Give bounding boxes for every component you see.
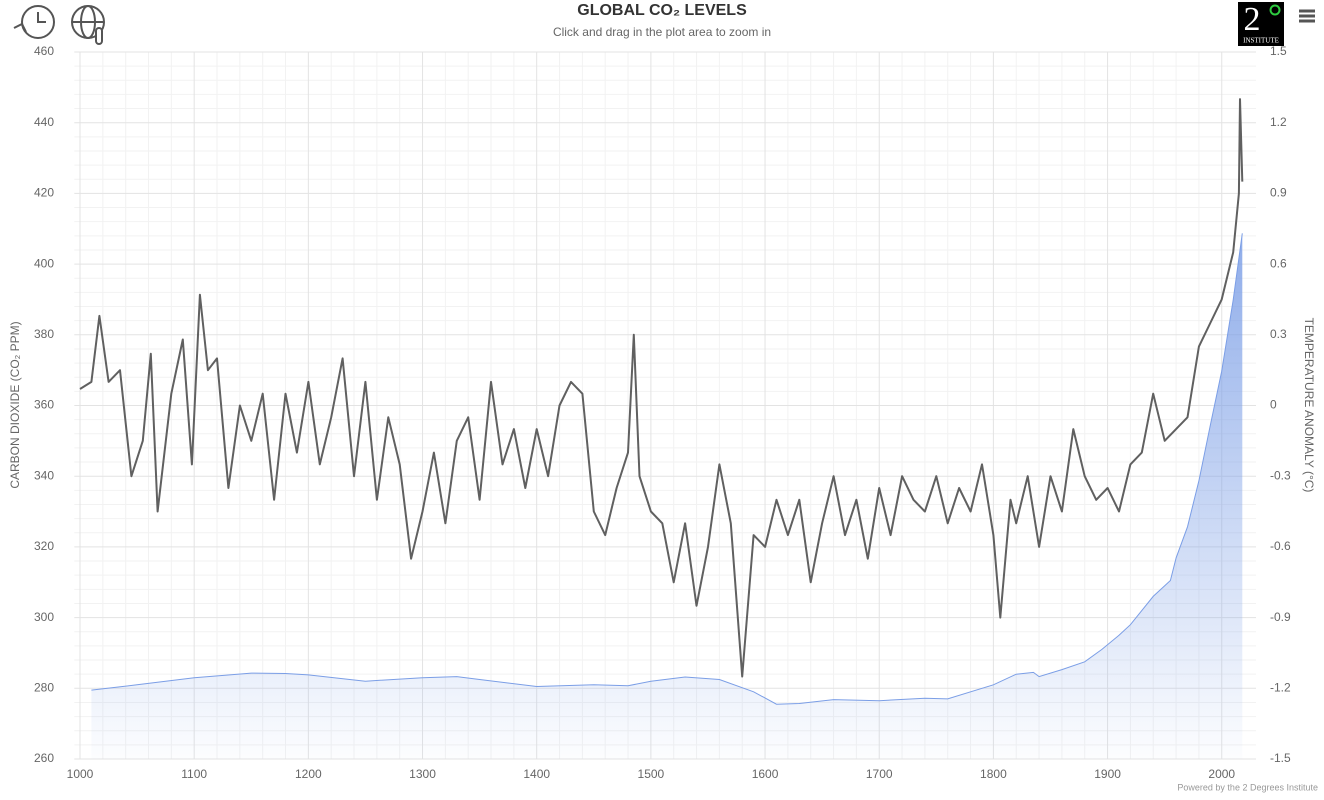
y-tick-label: 280 — [34, 680, 54, 694]
y-tick-label: 440 — [34, 115, 54, 129]
y-axis-title: CARBON DIOXIDE (CO₂ PPM) — [8, 321, 22, 488]
y2-tick-label: -1.5 — [1270, 751, 1291, 765]
logo[interactable]: 2 INSTITUTE — [1238, 1, 1284, 46]
menu-button[interactable] — [1299, 9, 1315, 23]
y2-tick-label: -0.3 — [1270, 468, 1291, 482]
x-tick-label: 2000 — [1208, 767, 1235, 781]
y2-tick-label: 0.9 — [1270, 186, 1287, 200]
chart-title: GLOBAL CO₂ LEVELS — [577, 2, 747, 19]
logo-numeral: 2 — [1244, 1, 1261, 38]
y-tick-label: 260 — [34, 751, 54, 765]
y-tick-label: 300 — [34, 610, 54, 624]
area — [91, 233, 1243, 760]
y2-tick-label: 1.2 — [1270, 115, 1287, 129]
x-tick-label: 1000 — [67, 767, 94, 781]
x-tick-label: 1600 — [752, 767, 779, 781]
logo-box — [1238, 2, 1284, 46]
area-line — [91, 233, 1243, 705]
y-tick-label: 460 — [34, 44, 54, 58]
y-tick-label: 380 — [34, 327, 54, 341]
x-tick-label: 1500 — [638, 767, 665, 781]
chart-subtitle: Click and drag in the plot area to zoom … — [553, 25, 771, 39]
y-tick-label: 340 — [34, 468, 54, 482]
y-tick-label: 400 — [34, 256, 54, 270]
y2-tick-label: 0.3 — [1270, 327, 1287, 341]
x-tick-label: 1400 — [523, 767, 550, 781]
x-tick-label: 1700 — [866, 767, 893, 781]
logo-text: INSTITUTE — [1243, 37, 1279, 45]
y2-tick-label: -1.2 — [1270, 680, 1291, 694]
x-tick-label: 1200 — [295, 767, 322, 781]
line — [79, 98, 1244, 678]
credits[interactable]: Powered by the 2 Degrees Institute — [1177, 782, 1318, 792]
globe-icon[interactable] — [71, 5, 105, 45]
y2-tick-label: -0.9 — [1270, 610, 1291, 624]
x-tick-label: 1900 — [1094, 767, 1121, 781]
history-icon[interactable] — [13, 5, 55, 39]
y-tick-label: 420 — [34, 186, 54, 200]
y2-tick-label: 0 — [1270, 398, 1277, 412]
x-tick-label: 1100 — [181, 767, 207, 781]
y-tick-label: 320 — [34, 539, 54, 553]
grid — [74, 51, 1256, 760]
x-tick-label: 1300 — [409, 767, 436, 781]
y2-tick-label: -0.6 — [1270, 539, 1291, 553]
y-tick-label: 360 — [34, 398, 54, 412]
x-tick-label: 1800 — [980, 767, 1007, 781]
y2-tick-label: 0.6 — [1270, 256, 1287, 270]
y2-axis-title: TEMPERATURE ANOMALY (°C) — [1302, 318, 1316, 493]
y2-tick-label: 1.5 — [1270, 44, 1287, 58]
logo-dot — [1269, 4, 1281, 16]
